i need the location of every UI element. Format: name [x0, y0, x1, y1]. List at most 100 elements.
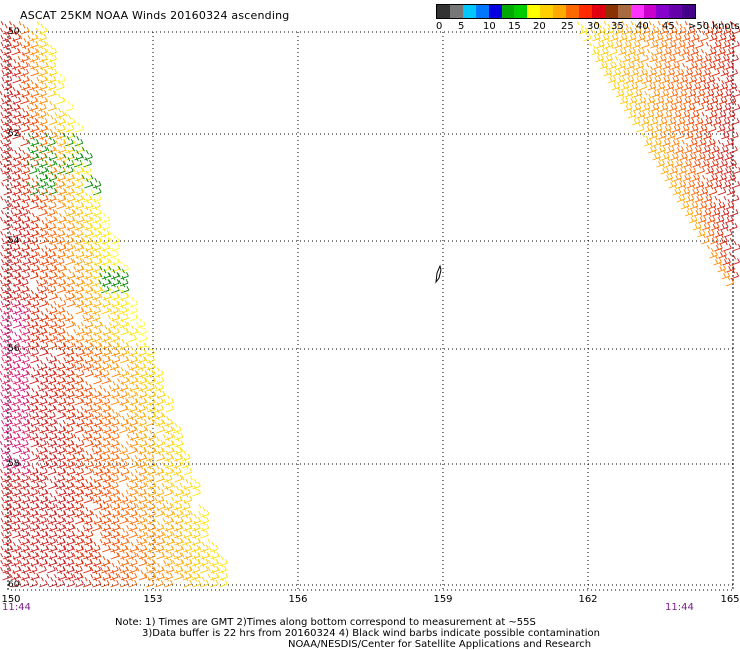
wind-barb [8, 34, 20, 49]
wind-barb [126, 566, 138, 581]
wind-barb [641, 69, 653, 84]
wind-barb [18, 468, 29, 483]
wind-barb [144, 349, 155, 364]
legend-label: 15 [508, 21, 521, 32]
wind-barb [621, 20, 633, 35]
wind-barb [711, 97, 723, 112]
wind-barb [0, 195, 12, 210]
wind-barb [706, 244, 718, 259]
wind-barb [81, 489, 93, 504]
wind-barb [46, 384, 58, 399]
map-frame [7, 31, 734, 591]
wind-barb [36, 573, 48, 588]
wind-barb [46, 41, 57, 56]
wind-barb [116, 454, 128, 469]
wind-barb [18, 153, 30, 168]
wind-barb [181, 573, 193, 588]
wind-barb [54, 244, 66, 259]
wind-barb [718, 125, 730, 140]
wind-barb [717, 216, 729, 231]
wind-barb [117, 559, 129, 574]
wind-barb [1, 419, 12, 434]
wind-barb [693, 174, 705, 189]
wind-barb [630, 97, 642, 112]
wind-barb [63, 174, 75, 189]
wind-barb [72, 482, 84, 497]
wind-barb [136, 552, 148, 567]
wind-barb [46, 573, 58, 588]
wind-barb [710, 48, 721, 63]
wind-barb [680, 90, 692, 105]
wind-barb [702, 97, 714, 112]
legend-swatch [553, 5, 567, 18]
wind-barb [63, 223, 74, 238]
wind-barb [63, 377, 75, 392]
wind-barb [18, 356, 30, 371]
wind-barb [44, 398, 56, 413]
wind-barb [152, 461, 164, 476]
wind-barb [188, 566, 200, 581]
wind-barb [28, 62, 39, 77]
wind-barb [656, 48, 667, 63]
wind-barb [8, 468, 20, 483]
wind-barb [80, 342, 92, 357]
wind-barb [19, 209, 31, 224]
wind-barb [720, 237, 732, 252]
wind-barb [91, 216, 102, 231]
wind-barb [45, 356, 57, 371]
wind-barb [73, 447, 85, 462]
time-label-right: 11:44 [665, 602, 694, 613]
wind-barb [717, 139, 729, 154]
wind-barb [27, 573, 38, 588]
wind-barb [716, 230, 728, 245]
wind-barb [45, 552, 57, 567]
wind-barb [706, 181, 718, 196]
wind-barb [712, 83, 724, 98]
wind-barb [625, 104, 637, 119]
wind-barb [580, 27, 592, 42]
wind-barb [72, 160, 84, 175]
wind-barb [9, 153, 21, 168]
wind-barb [639, 20, 651, 35]
wind-barb [727, 202, 739, 217]
wind-barb [80, 230, 92, 245]
wind-barb [654, 153, 665, 168]
wind-barb [198, 503, 210, 518]
wind-barb [9, 405, 21, 420]
wind-barb [145, 384, 156, 399]
wind-barb [134, 335, 146, 350]
wind-barb [682, 125, 694, 140]
wind-barb [617, 90, 629, 105]
wind-barb [660, 41, 672, 56]
wind-barb [606, 41, 618, 56]
wind-barb [28, 307, 40, 322]
wind-barb [19, 167, 31, 182]
wind-barb [109, 293, 120, 308]
wind-barb [35, 433, 47, 448]
wind-barb [35, 34, 47, 49]
wind-barb [10, 118, 21, 133]
wind-barb [663, 76, 675, 91]
wind-barb [152, 363, 164, 378]
wind-barb [36, 111, 48, 126]
wind-barb [26, 160, 38, 175]
wind-barb [17, 370, 29, 385]
wind-barb [597, 41, 609, 56]
wind-barb [36, 412, 48, 427]
wind-barb [624, 55, 635, 70]
wind-barb [675, 97, 687, 112]
wind-barb [90, 559, 101, 574]
wind-barb [126, 370, 138, 385]
wind-barb [118, 258, 129, 273]
wind-barb [610, 62, 621, 77]
wind-barb [663, 139, 675, 154]
wind-barb [10, 90, 22, 105]
wind-barb [630, 20, 642, 35]
wind-barb [0, 482, 12, 497]
wind-barb [91, 461, 103, 476]
chart-title: ASCAT 25KM NOAA Winds 20160324 ascending [20, 9, 290, 22]
wind-barb [576, 20, 588, 35]
wind-barb [27, 125, 39, 140]
wind-barb [687, 41, 699, 56]
wind-barb [72, 489, 84, 504]
